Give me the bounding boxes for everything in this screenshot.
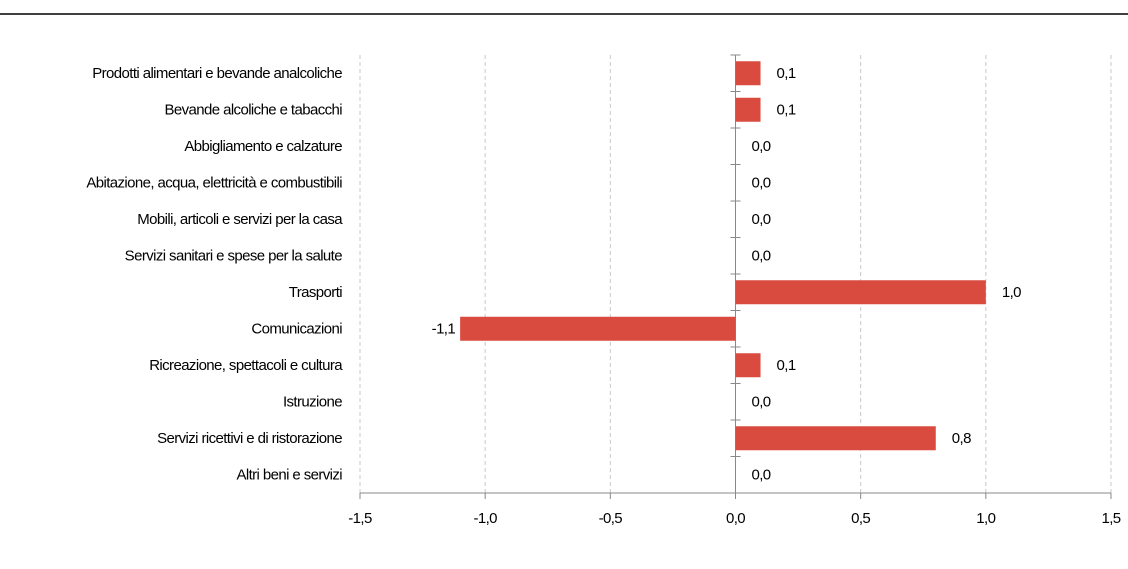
y-tick-label: Servizi sanitari e spese per la salute: [125, 248, 343, 265]
bar: [735, 280, 986, 305]
value-label: 0,0: [752, 248, 771, 265]
y-tick-label: Bevande alcoliche e tabacchi: [165, 102, 343, 119]
x-tick-label: 0,5: [851, 510, 870, 527]
value-label: 1,0: [1002, 284, 1021, 301]
y-tick-label: Istruzione: [283, 394, 342, 411]
y-tick-label: Servizi ricettivi e di ristorazione: [157, 430, 342, 447]
y-tick-label: Abbigliamento e calzature: [184, 138, 342, 155]
x-tick-label: 1,5: [1101, 510, 1120, 527]
value-label: -1,1: [432, 321, 456, 338]
bar: [460, 316, 736, 341]
bar: [735, 97, 761, 122]
value-label: 0,1: [777, 102, 796, 119]
y-tick-label: Ricreazione, spettacoli e cultura: [149, 357, 343, 374]
y-tick-label: Prodotti alimentari e bevande analcolich…: [92, 65, 342, 82]
value-label: 0,0: [752, 138, 771, 155]
y-tick-label: Altri beni e servizi: [236, 467, 342, 484]
y-tick-label: Trasporti: [289, 284, 342, 301]
value-label: 0,8: [952, 430, 971, 447]
bar: [735, 426, 936, 451]
value-label: 0,0: [752, 175, 771, 192]
x-tick-label: 0,0: [726, 510, 745, 527]
bar: [735, 353, 761, 378]
bar: [735, 61, 761, 86]
value-label: 0,0: [752, 394, 771, 411]
x-tick-label: -1,0: [473, 510, 497, 527]
value-label: 0,1: [777, 65, 796, 82]
x-tick-label: 1,0: [976, 510, 995, 527]
y-tick-label: Mobili, articoli e servizi per la casa: [137, 211, 343, 228]
value-label: 0,0: [752, 211, 771, 228]
y-tick-label: Abitazione, acqua, elettricità e combust…: [86, 175, 342, 192]
value-label: 0,1: [777, 357, 796, 374]
x-tick-label: -0,5: [599, 510, 623, 527]
value-label: 0,0: [752, 467, 771, 484]
y-tick-label: Comunicazioni: [251, 321, 342, 338]
x-tick-label: -1,5: [348, 510, 372, 527]
